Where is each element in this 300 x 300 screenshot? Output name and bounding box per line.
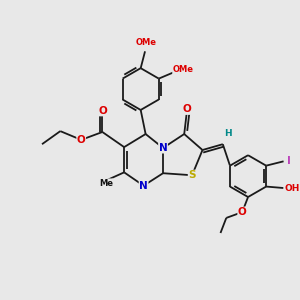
Text: OMe: OMe — [173, 65, 194, 74]
Text: O: O — [183, 104, 191, 114]
Text: O: O — [238, 207, 247, 217]
Text: I: I — [287, 156, 291, 166]
Text: O: O — [98, 106, 107, 116]
Text: N: N — [139, 181, 148, 191]
Text: H: H — [224, 129, 232, 138]
Text: OH: OH — [284, 184, 299, 193]
Text: N: N — [159, 143, 167, 153]
Text: OMe: OMe — [136, 38, 157, 46]
Text: O: O — [77, 135, 85, 145]
Text: Me: Me — [99, 179, 113, 188]
Text: S: S — [188, 170, 196, 180]
